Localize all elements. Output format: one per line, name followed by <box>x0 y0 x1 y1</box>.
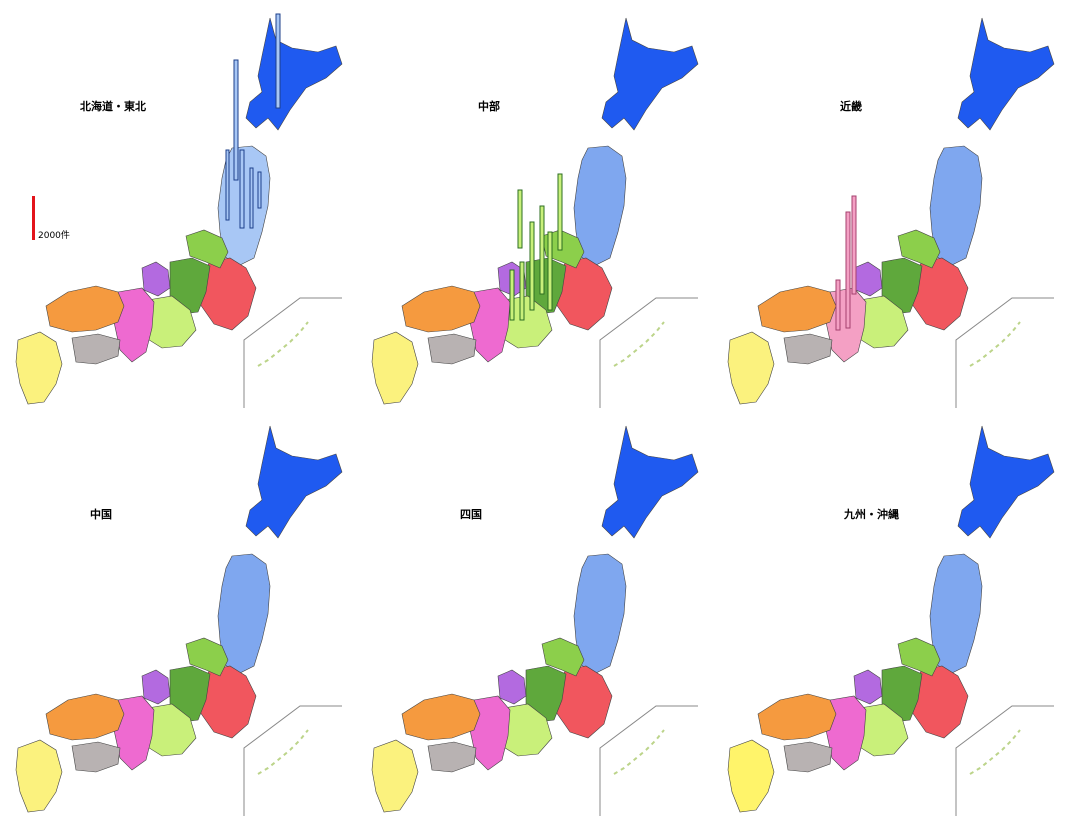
panel-title: 中国 <box>90 508 112 521</box>
region-chugoku <box>757 693 837 741</box>
count-bar <box>557 173 563 251</box>
region-hokuriku <box>853 261 883 297</box>
region-kyushu <box>727 739 775 813</box>
region-kyushu <box>15 331 63 405</box>
region-tohoku <box>573 553 627 675</box>
okinawa-inset-frame <box>955 297 1054 408</box>
region-tohoku <box>929 145 983 267</box>
region-hokuriku <box>141 261 171 297</box>
scale-legend: 2000件 <box>28 196 88 246</box>
japan-map <box>15 13 343 408</box>
okinawa-islands <box>257 729 309 775</box>
region-kyushu <box>371 739 419 813</box>
okinawa-islands <box>969 729 1021 775</box>
count-bar <box>233 59 239 181</box>
count-bar <box>851 195 857 295</box>
region-chugoku <box>401 693 481 741</box>
okinawa-islands <box>257 321 309 367</box>
region-tohoku <box>217 553 271 675</box>
region-hokuriku <box>853 669 883 705</box>
okinawa-islands <box>613 729 665 775</box>
okinawa-islands <box>613 321 665 367</box>
region-shikoku <box>783 333 833 365</box>
region-chubu-north <box>541 637 585 677</box>
region-tohoku <box>573 145 627 267</box>
region-chubu-north <box>185 637 229 677</box>
region-hokuriku <box>141 669 171 705</box>
region-chugoku <box>45 693 125 741</box>
okinawa-inset-frame <box>243 705 342 816</box>
okinawa-inset-frame <box>599 705 698 816</box>
okinawa-islands <box>969 321 1021 367</box>
count-bar <box>835 279 841 331</box>
map-panel: 北海道・東北 2000件 <box>0 0 355 408</box>
region-chubu-north <box>185 229 229 269</box>
region-tohoku <box>929 553 983 675</box>
region-hokkaido <box>245 17 343 131</box>
japan-map <box>727 425 1055 816</box>
okinawa-inset-frame <box>599 297 698 408</box>
region-hokkaido <box>601 17 699 131</box>
count-bar <box>239 149 245 229</box>
count-bar <box>257 171 262 209</box>
panel-title: 近畿 <box>840 100 862 113</box>
region-shikoku <box>71 741 121 773</box>
count-bar <box>225 149 230 221</box>
region-chugoku <box>401 285 481 333</box>
count-bar <box>845 211 851 329</box>
japan-map <box>371 17 699 408</box>
region-hokuriku <box>497 669 527 705</box>
legend-scale-bar <box>32 196 35 240</box>
count-bar <box>519 261 525 321</box>
region-chubu-north <box>897 229 941 269</box>
region-hokkaido <box>957 425 1055 539</box>
region-kyushu <box>727 331 775 405</box>
japan-map <box>727 17 1055 408</box>
count-bar <box>517 189 523 249</box>
okinawa-inset-frame <box>243 297 342 408</box>
panel-title: 中部 <box>478 100 500 113</box>
region-kyushu <box>371 331 419 405</box>
region-shikoku <box>783 741 833 773</box>
map-panel: 中国 <box>0 408 355 816</box>
region-hokkaido <box>601 425 699 539</box>
map-panel: 九州・沖縄 <box>712 408 1067 816</box>
region-shikoku <box>427 741 477 773</box>
count-bar <box>509 269 515 321</box>
region-hokkaido <box>245 425 343 539</box>
region-chubu-north <box>897 637 941 677</box>
legend-label: 2000件 <box>38 231 70 241</box>
count-bar <box>529 221 535 311</box>
panel-title: 四国 <box>460 508 482 521</box>
count-bar <box>547 231 553 311</box>
map-panel: 四国 <box>356 408 711 816</box>
panel-title: 九州・沖縄 <box>844 508 899 521</box>
region-shikoku <box>71 333 121 365</box>
count-bar <box>275 13 281 109</box>
region-chugoku <box>45 285 125 333</box>
okinawa-inset-frame <box>955 705 1054 816</box>
count-bar <box>539 205 545 295</box>
region-hokkaido <box>957 17 1055 131</box>
region-shikoku <box>427 333 477 365</box>
map-panel: 中部 <box>356 0 711 408</box>
japan-map <box>15 425 343 816</box>
region-chugoku <box>757 285 837 333</box>
japan-map <box>371 425 699 816</box>
map-panel: 近畿 <box>712 0 1067 408</box>
count-bar <box>249 167 254 229</box>
region-kyushu <box>15 739 63 813</box>
panel-title: 北海道・東北 <box>80 100 146 113</box>
